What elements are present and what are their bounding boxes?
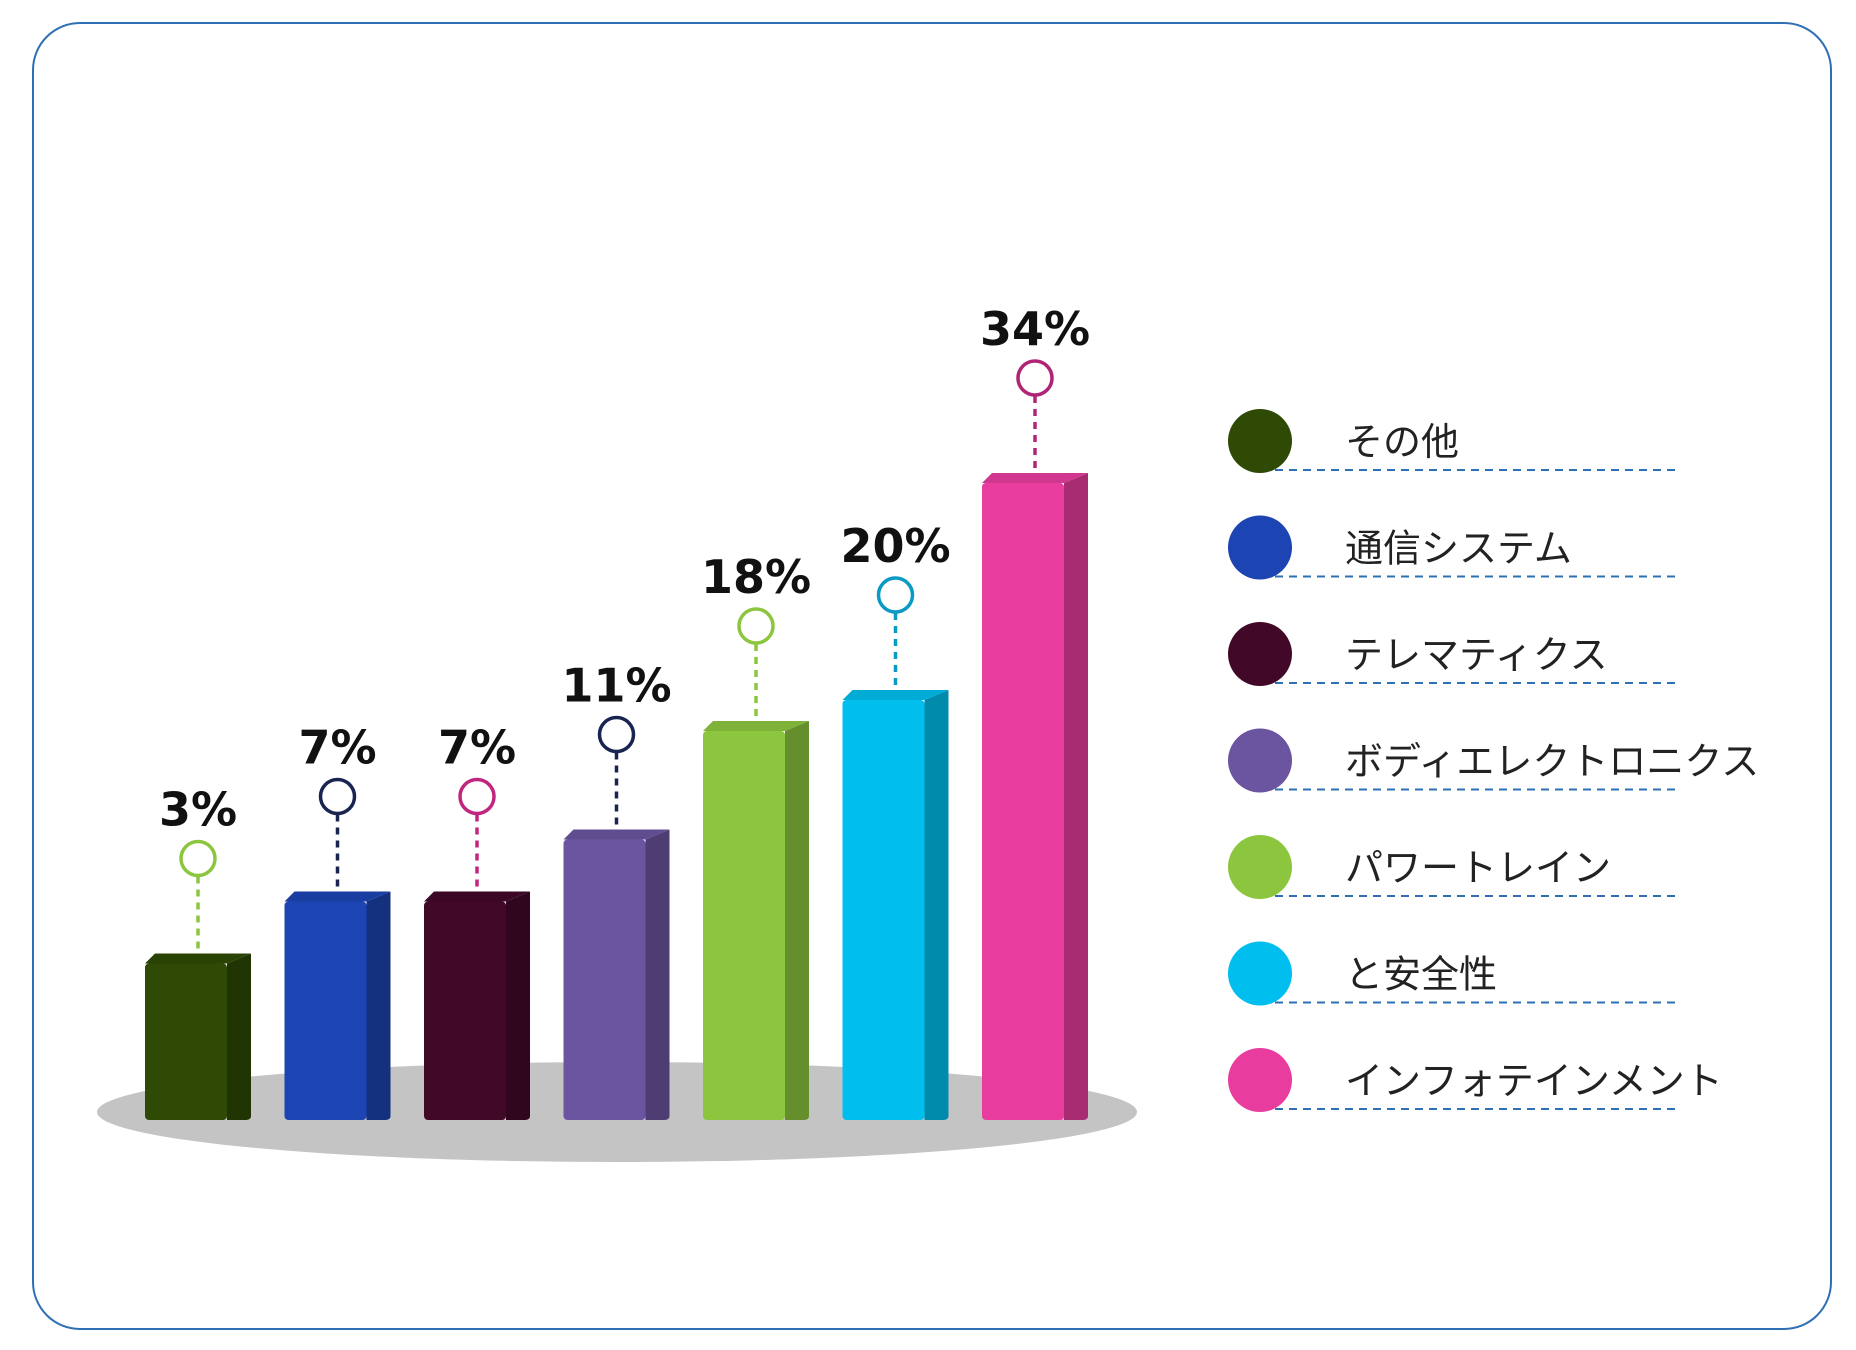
bar-6: 20% [840,519,951,1120]
legend-swatch-4 [1228,728,1292,793]
bar-side-6 [924,690,949,1120]
legend-label-4: ボディエレクトロニクス [1345,740,1759,784]
bars-layer: 3% 7% 7% 11% 18% 20% 34% [145,302,1090,1120]
bar-side-1 [227,953,251,1120]
bar-4: 11% [561,659,672,1120]
bar-front-7 [982,483,1064,1120]
bar-front-5 [703,731,785,1120]
legend-swatch-6 [1228,941,1292,1006]
value-label-2: 7% [298,721,376,775]
bar-top-1 [145,953,251,964]
bar-side-5 [785,721,809,1120]
value-label-7: 34% [980,302,1090,356]
legend-item-3: テレマティクス [1228,622,1680,686]
bar-front-2 [284,901,367,1120]
legend: その他通信システムテレマティクスボディエレクトロニクスパワートレインと安全性イン… [1228,409,1759,1112]
value-label-1: 3% [159,783,237,837]
legend-swatch-7 [1228,1048,1292,1112]
legend-label-7: インフォテインメント [1345,1059,1723,1103]
bar-5: 18% [701,550,811,1120]
value-label-4: 11% [561,659,671,713]
bar-top-3 [424,891,530,902]
value-label-6: 20% [840,519,950,573]
legend-label-3: テレマティクス [1345,633,1608,677]
bar-marker-6 [876,576,915,614]
legend-item-1: その他 [1228,409,1680,473]
bar-3: 7% [424,721,530,1120]
value-label-3: 7% [438,721,516,775]
bar-top-5 [703,721,809,731]
bar-top-2 [284,891,391,902]
bar-marker-2 [318,777,357,816]
bar-side-3 [506,891,530,1120]
legend-item-4: ボディエレクトロニクス [1228,728,1759,793]
bar-top-6 [842,690,949,700]
bar-marker-4 [597,715,636,754]
bar-side-4 [645,829,670,1120]
bar-marker-7 [1016,359,1054,397]
bar-marker-5 [737,607,775,645]
bar-marker-3 [458,777,496,816]
bar-front-3 [424,901,506,1120]
bar-marker-1 [179,839,217,878]
bar-front-6 [842,700,925,1120]
legend-label-1: その他 [1345,420,1459,464]
bar-front-4 [563,839,646,1120]
legend-swatch-2 [1228,515,1292,580]
bar-1: 3% [145,783,251,1120]
legend-label-2: 通信システム [1345,527,1572,571]
bar-side-7 [1064,473,1088,1120]
legend-item-6: と安全性 [1228,941,1680,1006]
bar-2: 7% [284,721,391,1120]
bar-7: 34% [980,302,1090,1120]
legend-swatch-1 [1228,409,1292,473]
legend-swatch-3 [1228,622,1292,686]
bar-side-2 [366,891,391,1120]
legend-item-5: パワートレイン [1228,835,1680,899]
legend-item-2: 通信システム [1228,515,1680,580]
legend-label-5: パワートレイン [1345,846,1611,890]
legend-swatch-5 [1228,835,1292,899]
bar-top-7 [982,473,1088,483]
bar-front-1 [145,963,227,1120]
value-label-5: 18% [701,550,811,604]
legend-label-6: と安全性 [1345,953,1497,997]
bar-top-4 [563,829,670,840]
legend-item-7: インフォテインメント [1228,1048,1723,1112]
